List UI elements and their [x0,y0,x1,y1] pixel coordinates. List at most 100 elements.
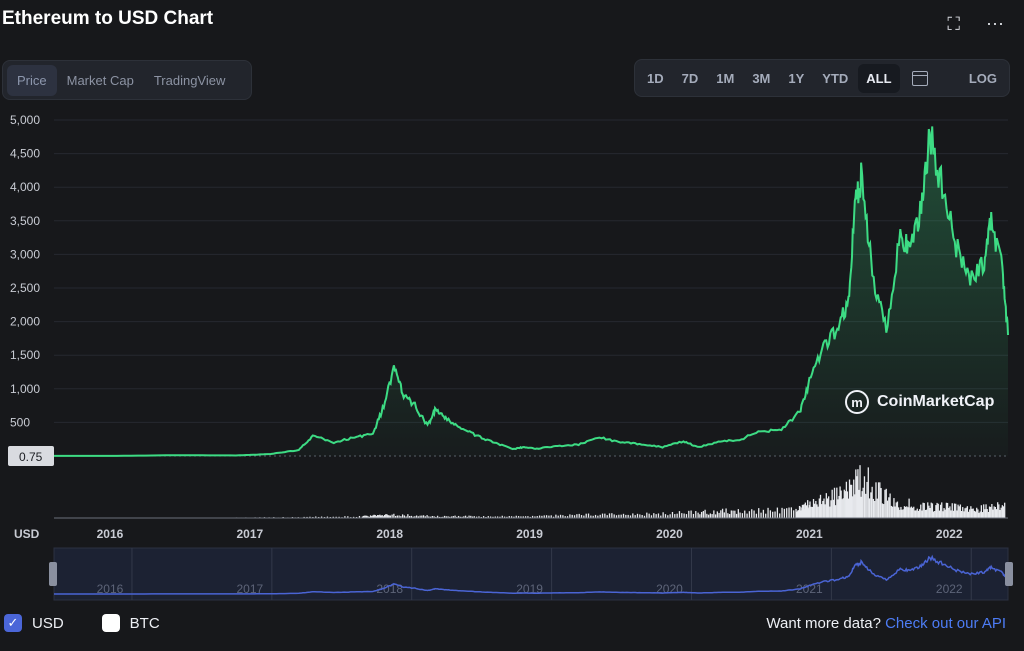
expand-icon[interactable]: ⛶ [947,14,960,34]
volume-bar [980,505,983,518]
navigator-left-handle[interactable] [49,562,57,586]
volume-bar [424,516,426,518]
volume-bar [781,507,783,518]
volume-bar [433,516,435,518]
range-all[interactable]: ALL [858,63,900,93]
volume-bar [499,516,501,518]
volume-bar [548,515,550,518]
tab-price[interactable]: Price [7,64,57,96]
volume-bar [641,514,643,518]
x-tick-label: 2021 [796,527,823,541]
volume-bar [993,506,995,518]
tab-market-cap[interactable]: Market Cap [66,72,134,88]
volume-bar [457,515,460,518]
volume-bar [848,479,851,518]
volume-bar [772,511,774,518]
volume-bar [707,514,710,518]
usd-checkbox[interactable]: ✓ [4,614,22,632]
volume-bar [760,512,762,518]
range-7d[interactable]: 7D [681,70,699,86]
volume-bar [501,515,503,518]
volume-bar [711,514,713,518]
volume-bar [830,500,832,518]
volume-bar [833,487,836,518]
volume-bar [625,514,627,518]
volume-bar [604,513,606,518]
volume-bar [713,510,715,518]
volume-bar [639,514,641,518]
volume-bar [809,501,811,518]
volume-bar [559,514,562,518]
range-3m[interactable]: 3M [752,70,771,86]
navigator-year-label: 2016 [97,582,124,596]
volume-bar [445,516,447,518]
tab-tradingview[interactable]: TradingView [153,72,226,88]
volume-bar [956,510,958,518]
volume-bar [765,513,767,518]
api-promo: Want more data? Check out our API [766,615,1006,632]
volume-bar [725,508,727,518]
api-link[interactable]: Check out our API [885,615,1006,632]
volume-bar [485,516,487,518]
volume-bar [855,469,857,518]
log-toggle[interactable]: LOG [968,70,997,86]
volume-bar [899,509,901,518]
range-ytd[interactable]: YTD [822,70,849,86]
volume-bar [846,491,849,518]
volume-bar [976,507,978,518]
volume-bar [429,516,432,518]
volume-bar [557,515,559,518]
y-axis-unit-label: USD [14,527,40,541]
more-icon[interactable]: ⋯ [986,14,1004,34]
volume-bar [944,509,946,518]
volume-bar [678,511,681,518]
volume-bar [937,503,939,518]
volume-bar [737,509,739,518]
volume-bar [344,516,346,518]
volume-bar [969,509,971,518]
volume-bar [844,491,846,518]
volume-bar [527,516,529,518]
volume-bar [643,515,646,518]
chart-tabs: Price Market Cap TradingView [2,60,252,100]
volume-bar [664,514,667,518]
range-1y[interactable]: 1Y [788,70,805,86]
volume-bar [865,493,867,518]
volume-bar [620,514,622,518]
x-tick-label: 2020 [656,527,683,541]
btc-checkbox[interactable] [101,614,120,632]
volume-bar [907,507,909,518]
volume-bar [957,504,959,518]
volume-bar [653,513,655,518]
current-price-label: 0.75 [19,450,43,464]
volume-bar [871,486,873,518]
volume-bar [657,513,660,518]
volume-bar [636,513,639,518]
volume-bar [826,498,829,518]
volume-bar [930,502,932,518]
volume-bar [902,509,904,518]
navigator-right-handle[interactable] [1005,562,1013,586]
volume-bar [825,493,827,518]
volume-bar [915,510,917,518]
volume-bar [428,516,430,518]
calendar-icon[interactable] [911,70,928,86]
y-tick-label: 1,500 [10,348,40,362]
volume-bar [932,511,935,518]
volume-bar [365,515,367,518]
more-data-text: Want more data? [766,615,881,632]
range-1m[interactable]: 1M [716,70,735,86]
volume-bar [386,514,388,518]
volume-bar [622,513,625,518]
volume-bar [779,513,781,518]
volume-bar [650,515,653,518]
volume-bar [447,516,449,518]
range-1d[interactable]: 1D [647,70,664,86]
volume-bar [817,506,819,518]
volume-bar [867,467,869,518]
volume-bar [318,516,320,518]
volume-bar [911,507,914,518]
volume-bar [734,510,736,518]
volume-bar [837,499,839,518]
volume-bar [438,516,440,518]
